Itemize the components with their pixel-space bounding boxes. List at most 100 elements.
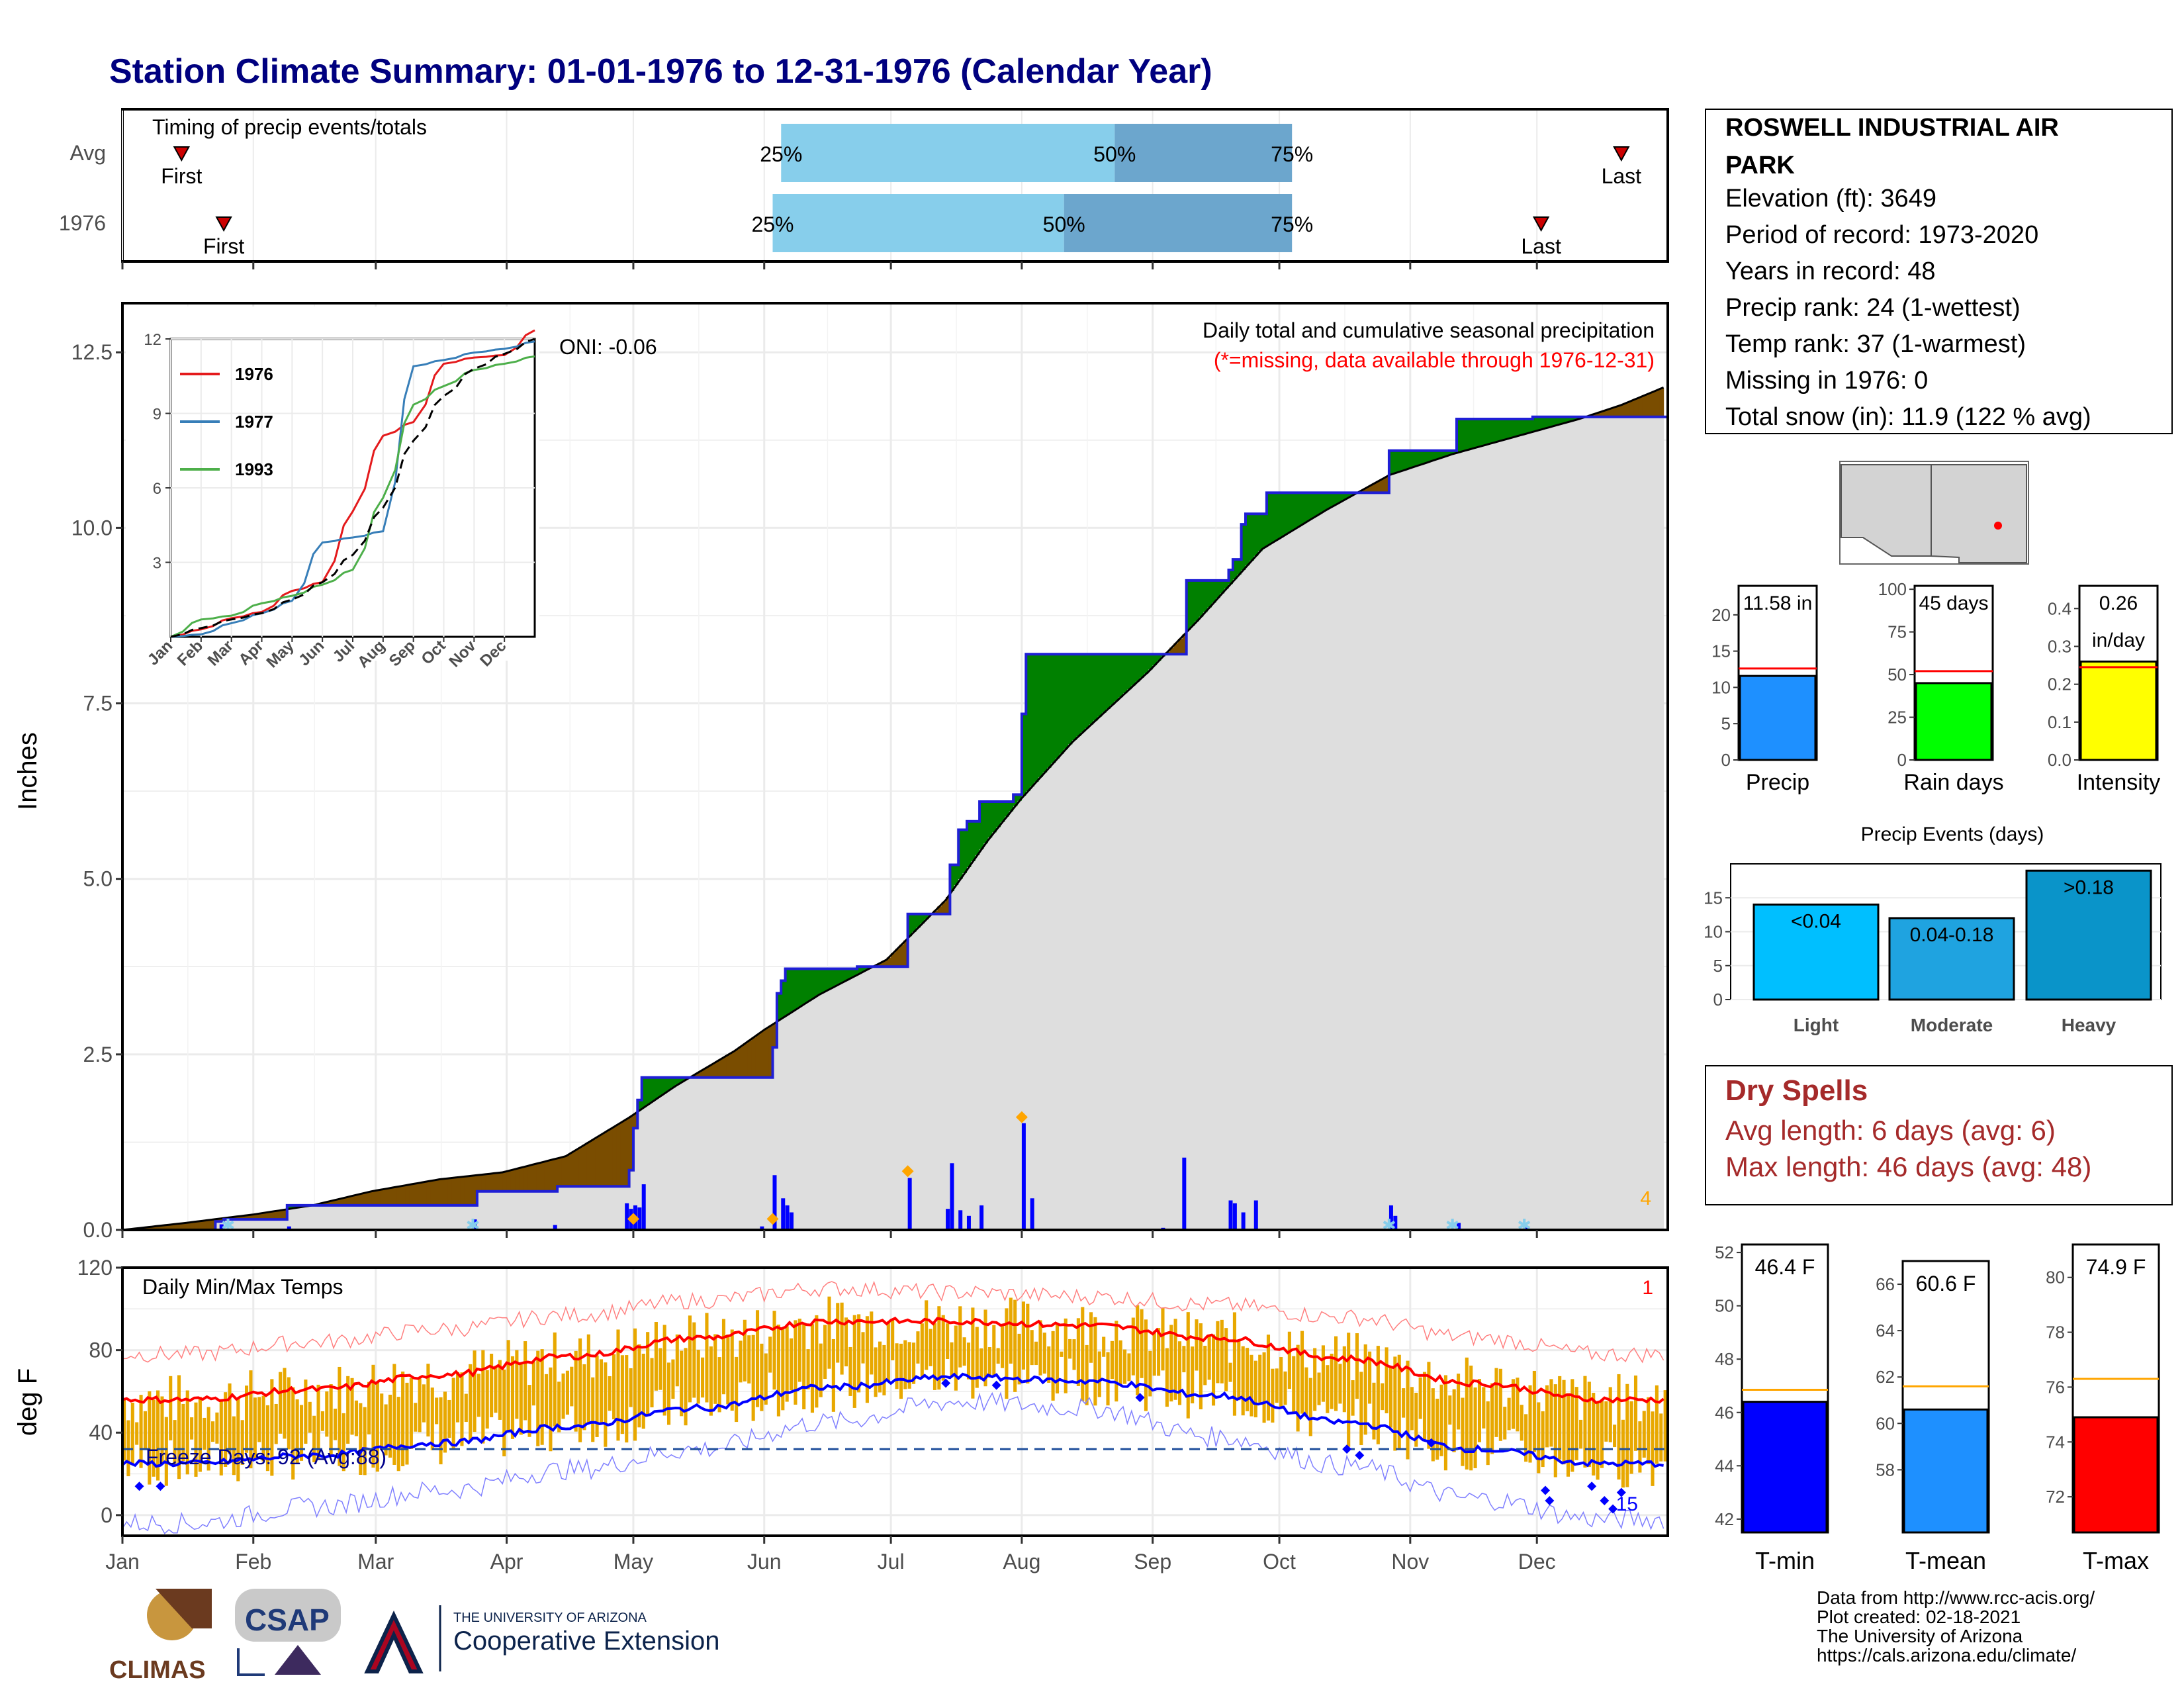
precip-area-departure: [1216, 580, 1221, 598]
precip-area-gray: [1304, 522, 1310, 1230]
daily-temp-bar: [1482, 1387, 1486, 1429]
daily-temp-bar: [139, 1395, 143, 1468]
daily-temp-bar: [261, 1395, 265, 1462]
precip-area-departure: [1439, 450, 1445, 458]
precip-area-departure: [950, 865, 955, 891]
precip-area-departure: [477, 1174, 482, 1192]
daily-temp-bar: [1068, 1338, 1072, 1359]
precip-panel: ✱ ✱ ✱ ✱ ✱ 0.0 2.5 5.0 7.5 10.0 12.5 Daily total a…: [13, 302, 1669, 1242]
temp-ytick-label: 0: [101, 1503, 113, 1527]
mini-bar-ytick-label: 0.1: [2048, 712, 2071, 732]
timing-title: Timing of precip events/totals: [152, 115, 427, 139]
daily-temp-bar: [540, 1349, 544, 1445]
daily-temp-bar: [1507, 1397, 1511, 1430]
precip-area-departure: [958, 829, 964, 879]
precip-area-gray: [350, 1205, 355, 1230]
precip-area-departure: [1131, 654, 1136, 686]
daily-temp-bar: [1292, 1356, 1296, 1413]
daily-temp-bar: [1237, 1340, 1241, 1401]
precip-area-departure: [671, 1077, 676, 1088]
mini-bar-value: [1739, 675, 1817, 761]
daily-temp-bar: [1334, 1336, 1338, 1411]
precip-area-gray: [1097, 716, 1103, 1230]
precip-area-departure: [662, 1077, 668, 1094]
precip-area-gray: [1191, 626, 1196, 1230]
precip-area-departure: [781, 980, 786, 1018]
precip-area-departure: [206, 1220, 212, 1230]
precip-area-departure: [925, 914, 930, 919]
precip-area-departure: [1431, 450, 1436, 461]
precip-area-departure: [717, 1059, 723, 1078]
precip-area-gray: [937, 914, 942, 1230]
precip-area-gray: [646, 1104, 651, 1230]
daily-precip-bar: [625, 1203, 629, 1230]
daily-temp-bar: [950, 1342, 954, 1378]
precip-area-departure: [975, 821, 980, 855]
precip-area-gray: [743, 1077, 748, 1230]
precip-area-gray: [418, 1205, 423, 1230]
precip-area-departure: [641, 1077, 647, 1108]
precip-area-departure: [1283, 492, 1289, 535]
precip-area-gray: [240, 1219, 246, 1230]
precip-area-departure: [160, 1225, 165, 1230]
daily-temp-bar: [1165, 1348, 1169, 1407]
daily-temp-bar: [498, 1360, 502, 1420]
precip-area-gray: [666, 1090, 672, 1230]
temp-bar-label: T-mean: [1905, 1547, 1986, 1574]
precip-area-departure: [654, 1077, 659, 1100]
precip-area-gray: [781, 1017, 786, 1230]
temp-bar-ytick-label: 62: [1876, 1367, 1895, 1387]
events-ytick-label: 10: [1704, 922, 1723, 942]
precip-area-gray: [1060, 753, 1065, 1230]
precip-area-gray: [308, 1205, 313, 1230]
temp-frame: [121, 1266, 1669, 1537]
precip-area-gray: [1431, 460, 1436, 1231]
precip-area-gray: [536, 1191, 541, 1230]
avg-cumulative-line: [122, 386, 1664, 1231]
daily-temp-bar: [443, 1391, 447, 1453]
daily-temp-bar: [329, 1383, 333, 1457]
precip-area-departure: [790, 968, 794, 1013]
timing-marks: 25% 50% 75% First Last 25% 50% 75% First Last: [161, 124, 1641, 258]
precip-area-gray: [1347, 497, 1352, 1230]
daily-temp-bar: [1308, 1378, 1312, 1436]
climas-logo: CLIMAS: [109, 1589, 212, 1684]
temp-bar-ytick-label: 42: [1715, 1509, 1734, 1529]
temp-xtick-label: Dec: [1518, 1550, 1556, 1573]
precip-area-gray: [443, 1205, 448, 1230]
precip-area-gray: [730, 1077, 735, 1230]
precip-area-departure: [608, 1129, 613, 1187]
daily-temp-bar: [1402, 1388, 1406, 1418]
precip-area-gray: [1355, 492, 1360, 1230]
daily-temp-bar: [1182, 1346, 1186, 1373]
daily-precip-bar: [950, 1163, 954, 1230]
precip-area-gray: [958, 878, 964, 1230]
precip-area-departure: [1621, 404, 1626, 417]
dry-spells-max: Max length: 46 days (avg: 48): [1725, 1151, 2091, 1182]
precip-area-gray: [279, 1219, 284, 1230]
last-event-label: Last: [1602, 164, 1642, 188]
precip-area-gray: [1625, 416, 1631, 1231]
precip-area-departure: [1068, 654, 1073, 745]
daily-precip-bar: [1241, 1212, 1246, 1230]
precip-area-gray: [882, 966, 887, 1230]
temp-bar-ytick-label: 50: [1715, 1296, 1734, 1316]
daily-temp-bar: [245, 1385, 249, 1453]
temp-xtick-label: Feb: [235, 1550, 271, 1573]
daily-temp-bar: [1617, 1374, 1621, 1480]
precip-area-departure: [1021, 714, 1026, 796]
record-low-marker: [1540, 1485, 1550, 1495]
precip-area-departure: [1435, 450, 1441, 459]
daily-temp-bar: [886, 1321, 890, 1382]
precip-area-gray: [1381, 492, 1386, 1230]
precip-area-gray: [992, 832, 997, 1230]
precip-area-departure: [852, 968, 858, 976]
record-low-marker: [941, 1378, 951, 1388]
precip-area-gray: [447, 1205, 453, 1230]
precip-area-gray: [1363, 492, 1369, 1230]
precip-area-gray: [903, 966, 909, 1230]
station-info-box: ROSWELL INDUSTRIAL AIR PARK Elevation (f…: [1705, 109, 2173, 434]
daily-temp-bar: [1549, 1379, 1553, 1447]
daily-temp-bar: [1368, 1351, 1372, 1404]
precip-area-departure: [1136, 654, 1141, 682]
